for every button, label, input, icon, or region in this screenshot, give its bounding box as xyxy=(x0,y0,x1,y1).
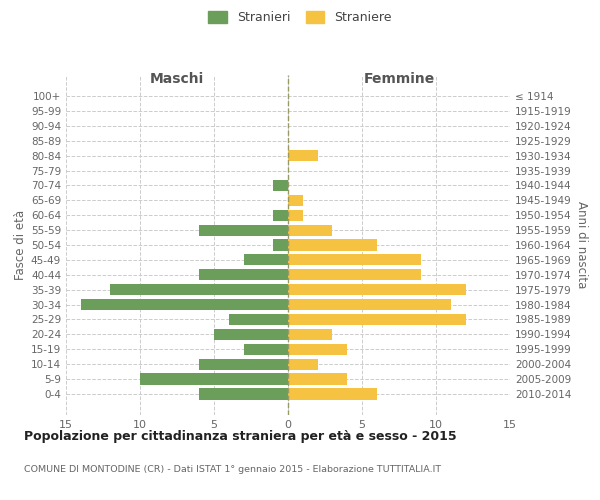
Text: COMUNE DI MONTODINE (CR) - Dati ISTAT 1° gennaio 2015 - Elaborazione TUTTITALIA.: COMUNE DI MONTODINE (CR) - Dati ISTAT 1°… xyxy=(24,465,441,474)
Bar xyxy=(288,194,303,206)
Bar xyxy=(288,224,332,235)
Bar xyxy=(110,284,288,296)
Bar xyxy=(199,224,288,235)
Text: Popolazione per cittadinanza straniera per età e sesso - 2015: Popolazione per cittadinanza straniera p… xyxy=(24,430,457,443)
Bar xyxy=(199,269,288,280)
Bar xyxy=(214,329,288,340)
Bar xyxy=(288,374,347,384)
Bar xyxy=(288,329,332,340)
Legend: Stranieri, Straniere: Stranieri, Straniere xyxy=(203,6,397,29)
Bar xyxy=(244,254,288,266)
Bar xyxy=(229,314,288,325)
Bar xyxy=(288,299,451,310)
Y-axis label: Anni di nascita: Anni di nascita xyxy=(575,202,588,288)
Y-axis label: Fasce di età: Fasce di età xyxy=(14,210,27,280)
Bar xyxy=(288,344,347,355)
Bar xyxy=(199,388,288,400)
Bar xyxy=(273,180,288,191)
Bar xyxy=(288,388,377,400)
Bar xyxy=(140,374,288,384)
Text: Maschi: Maschi xyxy=(150,72,204,86)
Bar xyxy=(288,254,421,266)
Bar xyxy=(273,210,288,221)
Bar xyxy=(273,240,288,250)
Bar xyxy=(288,210,303,221)
Text: Femmine: Femmine xyxy=(364,72,434,86)
Bar xyxy=(199,358,288,370)
Bar xyxy=(288,314,466,325)
Bar xyxy=(288,150,317,161)
Bar xyxy=(288,358,317,370)
Bar xyxy=(244,344,288,355)
Bar xyxy=(288,240,377,250)
Bar xyxy=(288,284,466,296)
Bar xyxy=(288,269,421,280)
Bar xyxy=(81,299,288,310)
